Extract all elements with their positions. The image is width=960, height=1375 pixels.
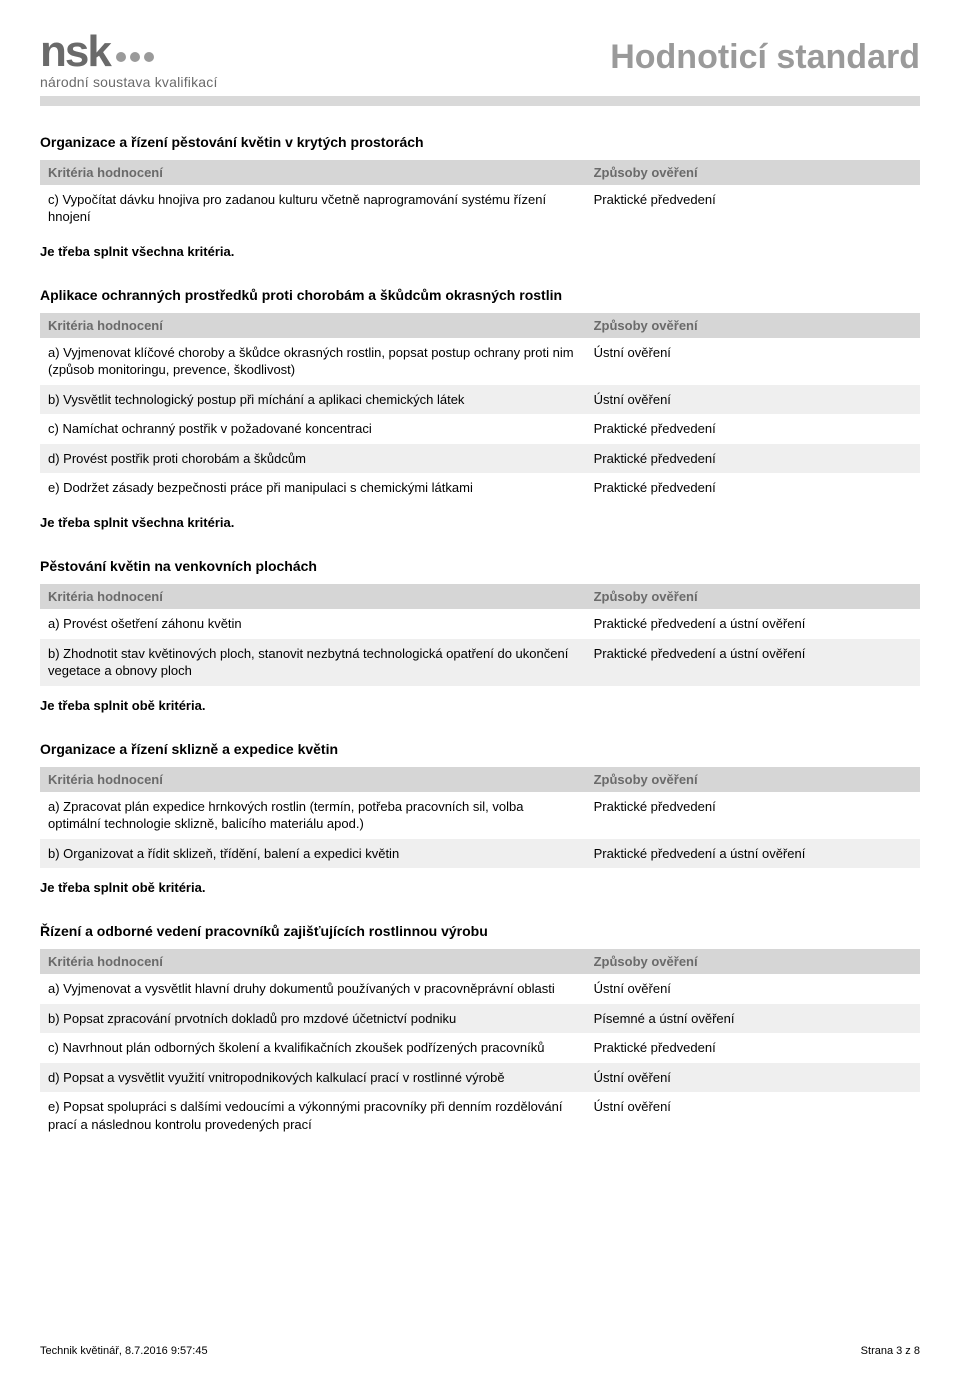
criteria-cell: e) Dodržet zásady bezpečnosti práce při … bbox=[40, 473, 586, 503]
page-container: nsk národní soustava kvalifikací Hodnoti… bbox=[0, 0, 960, 1375]
col-criteria-header: Kritéria hodnocení bbox=[40, 767, 586, 792]
section-0: Organizace a řízení pěstování květin v k… bbox=[40, 134, 920, 259]
page-footer: Technik květinář, 8.7.2016 9:57:45 Stran… bbox=[40, 1345, 920, 1357]
method-cell: Praktické předvedení bbox=[586, 792, 920, 839]
criteria-cell: a) Zpracovat plán expedice hrnkových ros… bbox=[40, 792, 586, 839]
criteria-cell: d) Provést postřik proti chorobám a škůd… bbox=[40, 444, 586, 474]
criteria-table: Kritéria hodnocení Způsoby ověření a) Vy… bbox=[40, 313, 920, 503]
method-cell: Praktické předvedení bbox=[586, 473, 920, 503]
method-cell: Praktické předvedení a ústní ověření bbox=[586, 639, 920, 686]
col-methods-header: Způsoby ověření bbox=[586, 767, 920, 792]
table-row: a) Vyjmenovat klíčové choroby a škůdce o… bbox=[40, 338, 920, 385]
section-4: Řízení a odborné vedení pracovníků zajiš… bbox=[40, 923, 920, 1139]
table-row: d) Popsat a vysvětlit využití vnitropodn… bbox=[40, 1063, 920, 1093]
header-row: nsk národní soustava kvalifikací Hodnoti… bbox=[40, 32, 920, 90]
method-cell: Praktické předvedení bbox=[586, 444, 920, 474]
method-cell: Písemné a ústní ověření bbox=[586, 1004, 920, 1034]
criteria-cell: c) Vypočítat dávku hnojiva pro zadanou k… bbox=[40, 185, 586, 232]
table-row: b) Vysvětlit technologický postup při mí… bbox=[40, 385, 920, 415]
criteria-table: Kritéria hodnocení Způsoby ověření a) Vy… bbox=[40, 949, 920, 1139]
table-row: c) Vypočítat dávku hnojiva pro zadanou k… bbox=[40, 185, 920, 232]
criteria-cell: b) Popsat zpracování prvotních dokladů p… bbox=[40, 1004, 586, 1034]
table-row: b) Zhodnotit stav květinových ploch, sta… bbox=[40, 639, 920, 686]
table-row: d) Provést postřik proti chorobám a škůd… bbox=[40, 444, 920, 474]
criteria-cell: e) Popsat spolupráci s dalšími vedoucími… bbox=[40, 1092, 586, 1139]
header-divider bbox=[40, 96, 920, 106]
table-row: a) Vyjmenovat a vysvětlit hlavní druhy d… bbox=[40, 974, 920, 1004]
method-cell: Ústní ověření bbox=[586, 1063, 920, 1093]
col-methods-header: Způsoby ověření bbox=[586, 313, 920, 338]
col-criteria-header: Kritéria hodnocení bbox=[40, 160, 586, 185]
logo-subtitle: národní soustava kvalifikací bbox=[40, 74, 218, 90]
section-2: Pěstování květin na venkovních plochách … bbox=[40, 558, 920, 713]
criteria-cell: a) Vyjmenovat a vysvětlit hlavní druhy d… bbox=[40, 974, 586, 1004]
criteria-table: Kritéria hodnocení Způsoby ověření a) Pr… bbox=[40, 584, 920, 686]
criteria-cell: c) Navrhnout plán odborných školení a kv… bbox=[40, 1033, 586, 1063]
criteria-cell: b) Vysvětlit technologický postup při mí… bbox=[40, 385, 586, 415]
method-cell: Praktické předvedení a ústní ověření bbox=[586, 609, 920, 639]
method-cell: Ústní ověření bbox=[586, 1092, 920, 1139]
method-cell: Ústní ověření bbox=[586, 385, 920, 415]
section-note: Je třeba splnit obě kritéria. bbox=[40, 880, 920, 895]
criteria-cell: a) Provést ošetření záhonu květin bbox=[40, 609, 586, 639]
table-row: e) Dodržet zásady bezpečnosti práce při … bbox=[40, 473, 920, 503]
section-3: Organizace a řízení sklizně a expedice k… bbox=[40, 741, 920, 896]
method-cell: Praktické předvedení bbox=[586, 1033, 920, 1063]
table-row: b) Organizovat a řídit sklizeň, třídění,… bbox=[40, 839, 920, 869]
col-criteria-header: Kritéria hodnocení bbox=[40, 949, 586, 974]
section-title: Pěstování květin na venkovních plochách bbox=[40, 558, 920, 574]
col-methods-header: Způsoby ověření bbox=[586, 949, 920, 974]
criteria-cell: a) Vyjmenovat klíčové choroby a škůdce o… bbox=[40, 338, 586, 385]
logo-text: nsk bbox=[40, 32, 110, 72]
method-cell: Ústní ověření bbox=[586, 974, 920, 1004]
section-note: Je třeba splnit obě kritéria. bbox=[40, 698, 920, 713]
criteria-table: Kritéria hodnocení Způsoby ověření a) Zp… bbox=[40, 767, 920, 869]
col-criteria-header: Kritéria hodnocení bbox=[40, 313, 586, 338]
col-methods-header: Způsoby ověření bbox=[586, 584, 920, 609]
table-row: b) Popsat zpracování prvotních dokladů p… bbox=[40, 1004, 920, 1034]
table-row: c) Navrhnout plán odborných školení a kv… bbox=[40, 1033, 920, 1063]
section-1: Aplikace ochranných prostředků proti cho… bbox=[40, 287, 920, 530]
section-title: Organizace a řízení sklizně a expedice k… bbox=[40, 741, 920, 757]
criteria-cell: b) Zhodnotit stav květinových ploch, sta… bbox=[40, 639, 586, 686]
table-row: a) Provést ošetření záhonu květin Prakti… bbox=[40, 609, 920, 639]
method-cell: Praktické předvedení bbox=[586, 414, 920, 444]
section-title: Aplikace ochranných prostředků proti cho… bbox=[40, 287, 920, 303]
section-title: Řízení a odborné vedení pracovníků zajiš… bbox=[40, 923, 920, 939]
section-note: Je třeba splnit všechna kritéria. bbox=[40, 244, 920, 259]
method-cell: Ústní ověření bbox=[586, 338, 920, 385]
col-criteria-header: Kritéria hodnocení bbox=[40, 584, 586, 609]
criteria-cell: b) Organizovat a řídit sklizeň, třídění,… bbox=[40, 839, 586, 869]
criteria-cell: d) Popsat a vysvětlit využití vnitropodn… bbox=[40, 1063, 586, 1093]
col-methods-header: Způsoby ověření bbox=[586, 160, 920, 185]
section-note: Je třeba splnit všechna kritéria. bbox=[40, 515, 920, 530]
method-cell: Praktické předvedení a ústní ověření bbox=[586, 839, 920, 869]
section-title: Organizace a řízení pěstování květin v k… bbox=[40, 134, 920, 150]
logo-dots-icon bbox=[116, 52, 154, 62]
method-cell: Praktické předvedení bbox=[586, 185, 920, 232]
table-row: e) Popsat spolupráci s dalšími vedoucími… bbox=[40, 1092, 920, 1139]
logo-top: nsk bbox=[40, 32, 218, 72]
page-title: Hodnoticí standard bbox=[610, 38, 920, 77]
footer-right: Strana 3 z 8 bbox=[861, 1345, 920, 1357]
table-row: a) Zpracovat plán expedice hrnkových ros… bbox=[40, 792, 920, 839]
logo-block: nsk národní soustava kvalifikací bbox=[40, 32, 218, 90]
footer-left: Technik květinář, 8.7.2016 9:57:45 bbox=[40, 1345, 208, 1357]
criteria-cell: c) Namíchat ochranný postřik v požadovan… bbox=[40, 414, 586, 444]
table-row: c) Namíchat ochranný postřik v požadovan… bbox=[40, 414, 920, 444]
criteria-table: Kritéria hodnocení Způsoby ověření c) Vy… bbox=[40, 160, 920, 232]
